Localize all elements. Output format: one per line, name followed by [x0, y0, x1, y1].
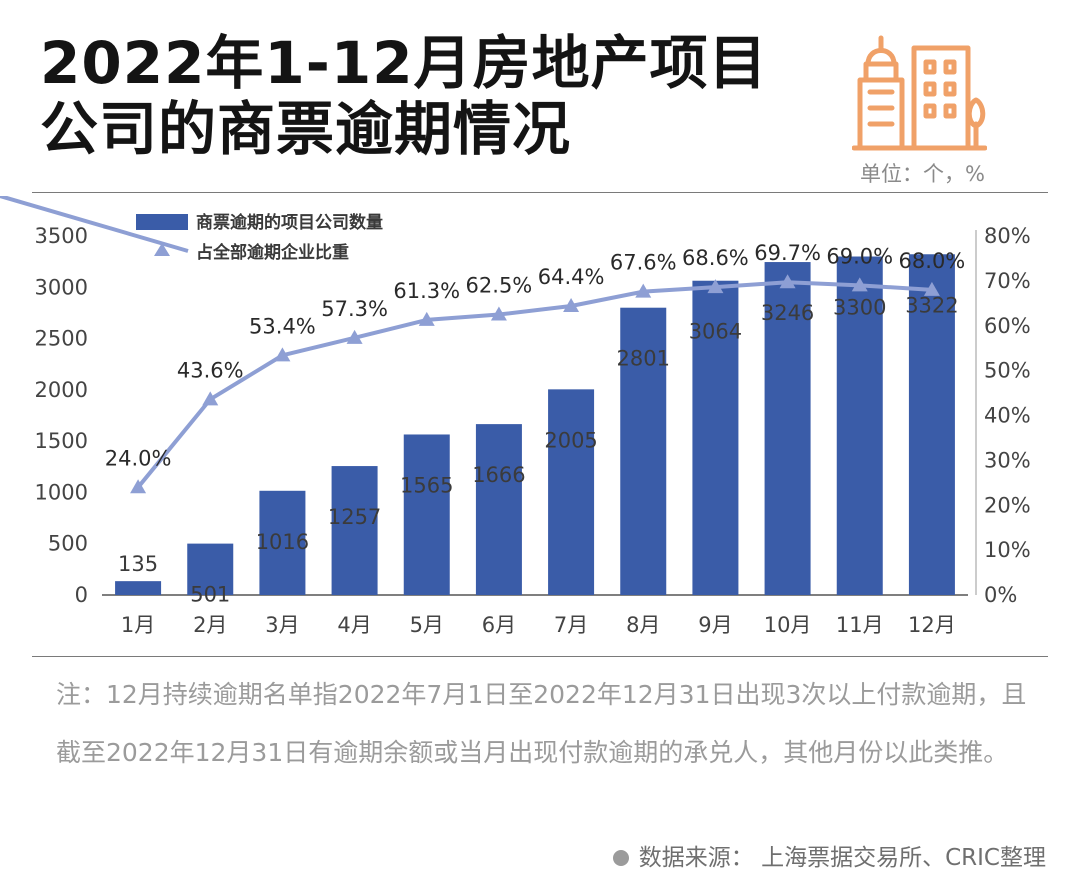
legend-line-swatch	[0, 196, 189, 253]
legend-bar-label: 商票逾期的项目公司数量	[196, 212, 383, 233]
bullet-icon	[612, 850, 629, 866]
y-right-tick-label: 60%	[984, 314, 1031, 338]
y-left-tick-label: 2500	[35, 327, 88, 351]
y-left-tick-label: 2000	[35, 378, 88, 402]
bar-series: 135 501 1016 1257 1565 1666 2005 2801 3064 3246 33…	[115, 254, 959, 607]
city-buildings-icon	[852, 35, 987, 151]
bar-value-label: 135	[118, 552, 158, 576]
bar-value-label: 1257	[328, 505, 381, 529]
x-tick-label: 7月	[554, 613, 588, 637]
line-marker	[346, 329, 363, 344]
x-tick-label: 1月	[121, 613, 155, 637]
bar	[620, 307, 667, 595]
bottom-divider	[32, 656, 1048, 657]
line-marker	[563, 298, 580, 313]
overdue-chart: 0 500 1000 1500 2000 2500 3000 3500 0% 10% 20% 30% 4…	[0, 196, 1031, 637]
y-right-tick-label: 30%	[984, 448, 1031, 472]
bar	[331, 466, 378, 595]
line-value-label: 68.0%	[899, 249, 966, 273]
line-value-label: 69.7%	[754, 241, 821, 265]
x-tick-label: 5月	[410, 613, 444, 637]
y-left-tick-label: 500	[48, 532, 88, 556]
y-left-tick-label: 1000	[35, 480, 88, 504]
bar-value-label: 3246	[761, 301, 814, 325]
unit-label: 单位：个，%	[860, 162, 985, 186]
line-marker	[635, 283, 652, 298]
y-right-tick-label: 10%	[984, 538, 1031, 562]
data-source-text: 数据来源： 上海票据交易所、CRIC整理	[638, 845, 1046, 871]
x-tick-label: 2月	[193, 613, 227, 637]
y-right-tick-label: 40%	[984, 404, 1031, 428]
bar	[908, 254, 955, 595]
line-marker	[851, 277, 868, 292]
line-value-label: 61.3%	[393, 279, 460, 303]
line-marker	[202, 391, 219, 406]
y-right-tick-label: 80%	[984, 224, 1031, 248]
bar-value-label: 3064	[689, 320, 742, 344]
line-value-label: 57.3%	[321, 297, 388, 321]
line-marker	[130, 479, 147, 494]
bar	[403, 434, 450, 595]
line-value-label: 53.4%	[249, 314, 316, 338]
y-right-tick-label: 70%	[984, 269, 1031, 293]
top-divider	[32, 192, 1048, 193]
line-series: 24.0% 43.6%53.4%57.3%61.3% 62.5% 64.4%67.6%…	[105, 241, 966, 494]
bar	[259, 490, 306, 595]
line-marker	[779, 274, 796, 289]
footnote: 注：12月持续逾期名单指2022年7月1日至2022年12月31日出现3次以上付…	[56, 680, 1027, 767]
bar-value-label: 3322	[905, 293, 958, 317]
y-right-tick-label: 0%	[984, 583, 1017, 607]
legend-line-marker	[154, 243, 170, 256]
share-line	[136, 280, 933, 489]
x-tick-label: 9月	[698, 613, 732, 637]
bar-value-label: 3300	[833, 296, 886, 320]
line-marker	[707, 279, 724, 294]
y-left-tick-label: 0	[75, 583, 88, 607]
line-value-label: 68.6%	[682, 246, 749, 270]
line-value-label: 67.6%	[610, 251, 677, 275]
bar	[475, 424, 522, 595]
x-tick-label: 6月	[482, 613, 516, 637]
bar-value-label: 1565	[400, 473, 453, 497]
bar-value-label: 2005	[544, 428, 597, 452]
legend-bar-swatch	[136, 214, 188, 230]
line-marker	[923, 281, 940, 296]
line-value-label: 64.4%	[538, 265, 605, 289]
bar	[836, 256, 883, 595]
bar	[187, 543, 234, 595]
y-right-tick-label: 50%	[984, 359, 1031, 383]
line-value-label: 62.5%	[466, 274, 533, 298]
line-value-label: 43.6%	[177, 358, 244, 382]
bar-value-label: 501	[190, 583, 230, 607]
x-tick-label: 10月	[764, 613, 812, 637]
title-line-2: 公司的商票逾期情况	[40, 95, 572, 163]
line-value-label: 69.0%	[826, 244, 893, 268]
bar-value-label: 1016	[256, 530, 309, 554]
page-title: 2022年1-12月房地产项目 公司的商票逾期情况	[40, 30, 840, 162]
bar	[548, 389, 595, 595]
x-tick-label: 3月	[265, 613, 299, 637]
bar-value-label: 1666	[472, 463, 525, 487]
bar	[764, 262, 811, 595]
chart-legend: 商票逾期的项目公司数量 占全部逾期企业比重	[0, 196, 383, 263]
bar	[692, 280, 739, 595]
y-left-tick-label: 1500	[35, 429, 88, 453]
x-tick-label: 11月	[836, 613, 884, 637]
legend-line-label: 占全部逾期企业比重	[196, 242, 349, 263]
line-marker	[490, 306, 507, 321]
chart-axes: 0 500 1000 1500 2000 2500 3000 3500 0% 10% 20% 30% 4…	[35, 224, 1031, 637]
line-value-label: 24.0%	[105, 446, 172, 470]
line-marker	[274, 347, 291, 362]
y-left-tick-label: 3500	[35, 224, 88, 248]
x-tick-label: 8月	[626, 613, 660, 637]
y-left-tick-label: 3000	[35, 275, 88, 299]
title-line-1: 2022年1-12月房地产项目	[40, 29, 768, 97]
y-right-tick-label: 20%	[984, 493, 1031, 517]
x-tick-label: 4月	[337, 613, 371, 637]
bar	[115, 581, 162, 595]
bar-value-label: 2801	[617, 347, 670, 371]
x-tick-label: 12月	[908, 613, 956, 637]
data-source: 数据来源： 上海票据交易所、CRIC整理	[612, 838, 1046, 872]
line-marker	[418, 311, 435, 326]
